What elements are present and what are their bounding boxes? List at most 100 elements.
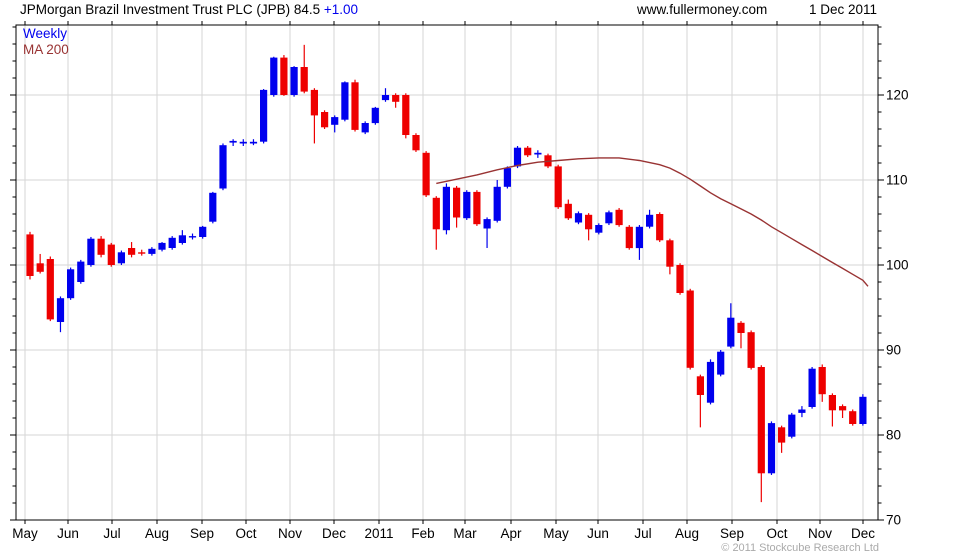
candle-body (199, 226, 207, 237)
candle-body (36, 263, 44, 272)
candle-body (828, 395, 836, 411)
price-change: +1.00 (323, 2, 359, 17)
x-axis-label: Jun (57, 526, 79, 541)
candle-body (148, 248, 156, 254)
candle-body (513, 147, 522, 167)
candle-body (818, 367, 826, 395)
candle-body (473, 191, 481, 225)
candle-body (270, 57, 278, 95)
candle-body (706, 361, 715, 403)
candle-body (615, 209, 623, 226)
x-axis-label: Nov (808, 526, 832, 541)
candle-body (361, 123, 369, 133)
candle-body (717, 351, 725, 375)
candle-body (239, 141, 247, 144)
copyright-notice: © 2011 Stockcube Research Ltd (721, 542, 879, 554)
candle-body (310, 89, 318, 116)
candle-body (321, 112, 329, 128)
x-axis-label: May (12, 526, 38, 541)
candle-body (839, 406, 847, 411)
candle-body (432, 197, 440, 230)
candle-body (696, 376, 704, 395)
candle-body (56, 298, 65, 322)
candle-body (767, 423, 776, 474)
candle-body (605, 212, 613, 224)
candle-body (595, 225, 603, 233)
x-axis-label: Aug (675, 526, 699, 541)
candle-body (381, 95, 390, 101)
chart-title-row: JPMorgan Brazil Investment Trust PLC (JP… (20, 2, 358, 17)
candle-body (219, 145, 227, 189)
candle-body (534, 152, 542, 155)
candle-body (788, 414, 796, 437)
candle-body (574, 213, 583, 223)
candle-body (249, 141, 258, 144)
candle-body (554, 166, 562, 208)
candle-body (676, 265, 684, 293)
candle-body (209, 192, 217, 222)
candle-body (463, 191, 471, 219)
candle-body (97, 238, 105, 255)
x-axis-label: Jul (103, 526, 120, 541)
plot-border (15, 24, 879, 521)
x-axis-label: Apr (500, 526, 522, 541)
chart-date: 1 Dec 2011 (808, 2, 877, 17)
candle-body (737, 322, 745, 333)
candle-body (26, 234, 34, 276)
candle-body (646, 214, 654, 227)
candle-body (300, 67, 308, 92)
y-axis-label: 100 (886, 258, 909, 273)
x-axis-label: Mar (453, 526, 477, 541)
candle-body (392, 95, 400, 102)
y-axis-label: 70 (886, 513, 901, 528)
candle-body (117, 252, 125, 264)
candle-body (290, 67, 298, 95)
candle-body (229, 140, 237, 143)
candle-body (280, 57, 288, 95)
candle-body (849, 411, 857, 424)
candle-body (138, 252, 146, 254)
candle-body (402, 95, 410, 135)
page-title: JPMorgan Brazil Investment Trust PLC (JP… (20, 2, 321, 17)
candle-body (188, 236, 197, 238)
x-axis-label: Sep (190, 526, 214, 541)
candle-body (656, 214, 664, 241)
candle-body (77, 261, 85, 282)
x-axis-label: Oct (766, 526, 787, 541)
x-axis-label: Dec (322, 526, 346, 541)
candle-body (178, 235, 186, 243)
y-axis-label: 90 (886, 343, 901, 358)
candle-body (493, 186, 501, 221)
candle-body (341, 82, 349, 120)
x-axis-label: Sep (720, 526, 744, 541)
candle-body (686, 290, 694, 368)
y-axis-label: 120 (886, 88, 909, 103)
candle-body (128, 248, 136, 255)
site-link[interactable]: www.fullermoney.com (637, 2, 768, 17)
x-axis-label: May (543, 526, 569, 541)
legend-interval-label: Weekly (23, 26, 68, 41)
candle-body (67, 269, 75, 299)
candle-body (87, 238, 95, 265)
candle-body (331, 117, 339, 125)
candle-body (524, 147, 532, 156)
candle-body (757, 367, 765, 474)
x-axis-label: Jun (587, 526, 609, 541)
candle-body (585, 214, 593, 230)
x-axis-label: Aug (145, 526, 169, 541)
candle-body (808, 368, 816, 407)
candle-body (625, 226, 633, 249)
legend-ma-label: MA 200 (23, 42, 69, 57)
candle-body (46, 259, 54, 320)
candle-body (778, 427, 786, 443)
candle-body (859, 396, 867, 424)
x-axis-label: 2011 (364, 526, 393, 541)
candle-body (727, 317, 735, 347)
candle-body (503, 168, 511, 187)
x-axis-label: Oct (235, 526, 256, 541)
candle-body (442, 186, 450, 231)
candle-body (747, 332, 755, 368)
